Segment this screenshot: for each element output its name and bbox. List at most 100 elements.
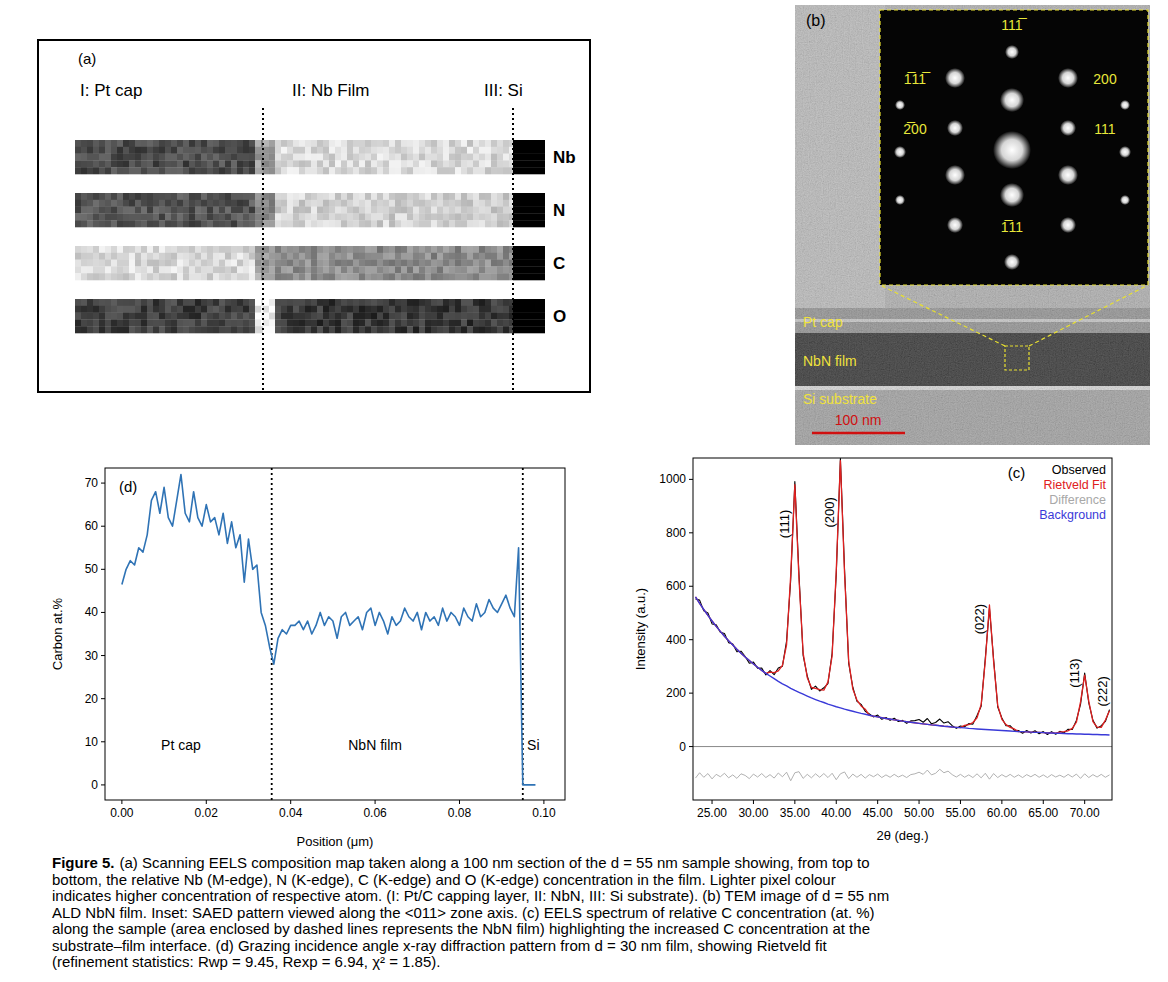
composition-pixel <box>341 147 347 154</box>
composition-pixel <box>129 306 135 313</box>
composition-pixel <box>287 200 293 207</box>
composition-pixel <box>129 154 135 161</box>
composition-pixel <box>419 326 425 333</box>
composition-pixel <box>299 313 305 320</box>
composition-pixel <box>165 246 171 253</box>
composition-pixel <box>311 147 317 154</box>
composition-pixel <box>413 147 419 154</box>
composition-pixel <box>449 313 455 320</box>
composition-pixel <box>353 273 359 280</box>
composition-pixel <box>237 140 243 147</box>
composition-pixel <box>407 266 413 273</box>
composition-pixel <box>485 273 491 280</box>
composition-pixel <box>323 167 329 174</box>
composition-pixel <box>281 207 287 214</box>
composition-pixel <box>305 326 311 333</box>
diffraction-spot <box>1005 45 1019 59</box>
composition-pixel <box>317 253 323 260</box>
composition-pixel <box>135 147 141 154</box>
composition-pixel <box>389 167 395 174</box>
composition-pixel <box>147 319 153 326</box>
composition-pixel <box>335 306 341 313</box>
composition-pixel <box>123 193 129 200</box>
x-tick-label: 55.00 <box>945 806 975 820</box>
composition-pixel <box>299 147 305 154</box>
composition-pixel <box>519 253 525 260</box>
composition-pixel <box>341 260 347 267</box>
composition-pixel <box>195 253 201 260</box>
composition-pixel <box>537 147 543 154</box>
composition-pixel <box>219 167 225 174</box>
composition-pixel <box>431 160 437 167</box>
composition-pixel <box>329 260 335 267</box>
composition-pixel <box>413 299 419 306</box>
composition-pixel <box>543 273 545 280</box>
composition-pixel <box>473 207 479 214</box>
composition-pixel <box>317 266 323 273</box>
composition-pixel <box>455 207 461 214</box>
composition-pixel <box>183 299 189 306</box>
composition-pixel <box>269 220 275 227</box>
composition-pixel <box>377 207 383 214</box>
composition-pixel <box>347 299 353 306</box>
composition-pixel <box>491 193 497 200</box>
composition-pixel <box>135 326 141 333</box>
composition-pixel <box>165 213 171 220</box>
composition-pixel <box>395 140 401 147</box>
composition-pixel <box>305 167 311 174</box>
composition-pixel <box>141 246 147 253</box>
x-tick-label: 50.00 <box>904 806 934 820</box>
composition-pixel <box>389 306 395 313</box>
composition-pixel <box>479 266 485 273</box>
composition-pixel <box>213 326 219 333</box>
composition-pixel <box>437 260 443 267</box>
composition-pixel <box>87 319 93 326</box>
composition-pixel <box>93 299 99 306</box>
composition-pixel <box>75 154 81 161</box>
spot-label: 111̅ <box>1001 17 1027 33</box>
composition-pixel <box>525 319 531 326</box>
composition-pixel <box>425 213 431 220</box>
composition-pixel <box>99 220 105 227</box>
composition-pixel <box>543 147 545 154</box>
composition-pixel <box>425 260 431 267</box>
composition-pixel <box>281 200 287 207</box>
composition-pixel <box>341 167 347 174</box>
composition-pixel <box>159 253 165 260</box>
composition-pixel <box>329 193 335 200</box>
composition-pixel <box>87 200 93 207</box>
composition-pixel <box>231 326 237 333</box>
composition-pixel <box>153 147 159 154</box>
composition-pixel <box>147 266 153 273</box>
composition-pixel <box>293 253 299 260</box>
composition-pixel <box>347 207 353 214</box>
composition-pixel <box>87 140 93 147</box>
x-tick <box>290 800 291 804</box>
composition-pixel <box>449 306 455 313</box>
composition-pixel <box>135 193 141 200</box>
composition-pixel <box>503 140 509 147</box>
composition-pixel <box>165 273 171 280</box>
composition-pixel <box>207 207 213 214</box>
peak-label: (111) <box>777 510 792 538</box>
composition-pixel <box>431 273 437 280</box>
composition-pixel <box>323 313 329 320</box>
composition-pixel <box>317 273 323 280</box>
composition-pixel <box>99 160 105 167</box>
composition-pixel <box>269 200 275 207</box>
composition-pixel <box>383 207 389 214</box>
composition-pixel <box>117 319 123 326</box>
composition-pixel <box>365 273 371 280</box>
composition-pixel <box>281 299 287 306</box>
composition-pixel <box>87 260 93 267</box>
composition-pixel <box>413 306 419 313</box>
composition-pixel <box>341 200 347 207</box>
composition-pixel <box>123 147 129 154</box>
composition-pixel <box>99 326 105 333</box>
composition-pixel <box>473 160 479 167</box>
composition-pixel <box>135 140 141 147</box>
composition-pixel <box>353 154 359 161</box>
y-tick-label: 1000 <box>659 472 686 486</box>
composition-pixel <box>335 313 341 320</box>
composition-pixel <box>437 299 443 306</box>
